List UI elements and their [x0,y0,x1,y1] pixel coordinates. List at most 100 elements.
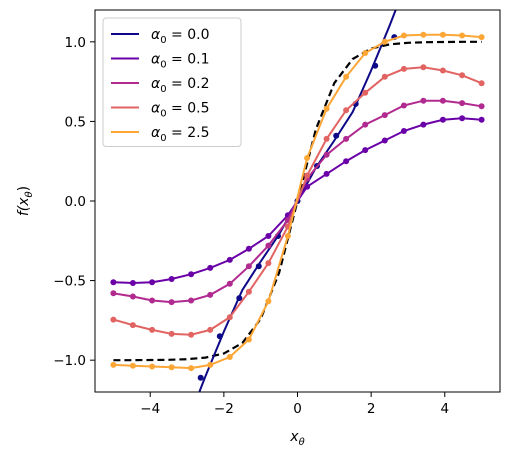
legend-label: α0 = 0.5 [151,101,210,120]
data-point [381,73,388,80]
data-point [323,170,330,177]
y-tick-label: 1.0 [65,35,86,51]
y-axis: −1.0 −0.5 0.0 0.5 1.0 [53,35,95,369]
legend-label: α0 = 0.1 [151,52,210,71]
data-point [245,336,252,343]
data-point [439,116,446,123]
legend-box [102,17,242,147]
data-point [226,280,233,287]
data-point [207,361,214,368]
data-point [362,50,369,56]
data-point [129,322,136,329]
data-point [226,314,233,321]
y-axis-label: f(xθ) [16,186,35,216]
data-point [188,297,195,304]
data-point [304,183,311,190]
data-point [400,102,407,109]
data-point [439,31,446,38]
data-point [343,73,350,80]
x-axis-label: xθ [289,429,304,448]
data-point [168,364,175,371]
data-point [245,245,252,252]
data-point [381,112,388,119]
y-tick-label: −1.0 [53,353,86,369]
data-point [420,64,427,71]
data-point [265,233,272,239]
data-point [245,288,252,295]
data-point [188,365,195,372]
data-point [245,263,252,270]
series-4 [110,31,485,372]
data-point [110,361,117,368]
data-point [420,121,427,128]
data-point [236,295,243,302]
x-tick-label: −4 [140,401,160,417]
data-point [478,80,485,87]
data-point [439,67,446,74]
x-tick-label: 4 [440,401,449,417]
x-tick-label: 0 [293,401,302,417]
legend-label: α0 = 0.0 [151,27,210,46]
data-point [188,331,195,338]
data-point [255,263,262,270]
data-point [478,103,485,110]
data-point [284,233,291,239]
data-point [459,100,466,107]
y-tick-label: 0.0 [65,194,86,210]
x-axis: −4 −2 0 2 4 [140,392,449,417]
data-point [343,135,350,142]
data-point [459,72,466,79]
data-point [188,271,195,278]
data-point [129,280,136,286]
data-point [129,293,136,300]
data-point [420,97,427,104]
data-point [362,121,369,128]
data-point [207,291,214,298]
data-point [168,299,175,306]
data-point [265,298,272,305]
x-tick-label: −2 [214,401,234,417]
y-tick-label: 0.5 [65,114,86,130]
data-point [207,326,214,333]
data-point [381,38,388,45]
data-point [343,107,350,114]
y-tick-label: −0.5 [53,274,86,290]
data-point [459,32,466,39]
data-point [381,137,388,144]
data-point [110,279,117,286]
data-point [149,279,156,286]
data-point [333,132,340,139]
legend: α0 = 0.0 α0 = 0.1 α0 = 0.2 α0 = 0.5 α0 = 2.5 [102,17,242,147]
data-point [226,256,233,263]
data-point [265,260,272,267]
data-point [459,115,466,122]
data-point [323,105,330,112]
data-point [323,151,330,158]
data-point [343,158,350,165]
legend-label: α0 = 2.5 [151,125,210,144]
data-point [420,31,427,38]
legend-label: α0 = 0.2 [151,76,210,95]
data-point [216,333,223,340]
data-point [226,354,233,360]
x-tick-label: 2 [367,401,376,417]
data-point [110,316,117,323]
data-point [304,155,311,161]
data-point [168,330,175,337]
series-line [113,33,482,370]
data-point [323,135,330,142]
data-point [149,297,156,304]
data-point [168,276,175,282]
data-point [362,89,369,96]
data-point [149,326,156,333]
data-layer [110,10,485,392]
data-point [149,363,156,370]
data-point [439,97,446,104]
data-point [400,65,407,72]
data-point [478,34,485,41]
data-point [129,362,136,369]
data-point [304,172,311,179]
data-point [372,62,379,69]
data-point [197,374,204,381]
